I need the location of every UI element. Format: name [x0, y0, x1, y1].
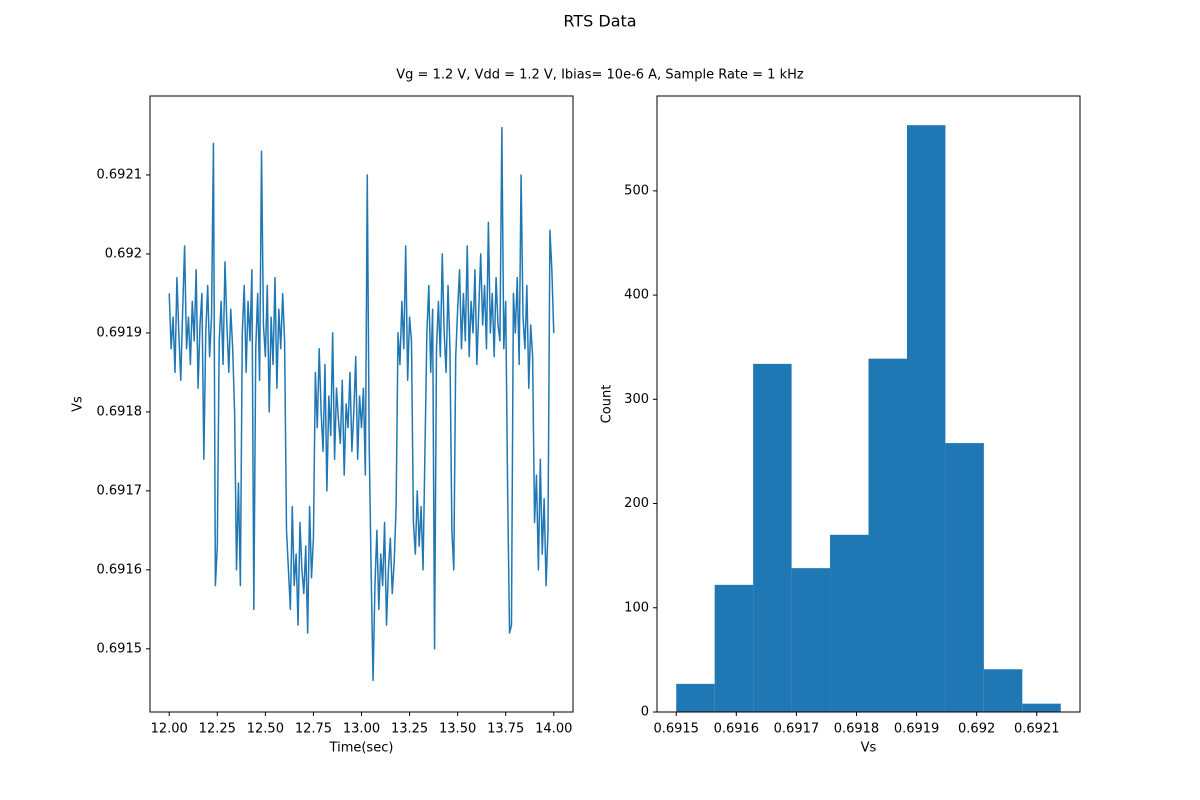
histogram-bar [676, 683, 715, 712]
x-tick-label: 12.00 [151, 722, 188, 737]
x-tick-label: 12.25 [199, 722, 236, 737]
y-tick-label: 0.6915 [97, 641, 143, 656]
y-tick-label: 0.6917 [97, 483, 143, 498]
x-tick-label: 13.25 [391, 722, 428, 737]
x-tick-label: 0.692 [958, 722, 995, 737]
x-tick-label: 12.75 [295, 722, 332, 737]
x-tick-label: 0.6915 [653, 722, 699, 737]
histogram-bar [945, 443, 984, 712]
x-tick-label: 13.75 [487, 722, 524, 737]
y-tick-label: 0.6919 [97, 325, 143, 340]
x-tick-label: 0.6919 [894, 722, 940, 737]
histogram-bar [753, 363, 792, 712]
x-tick-label: 0.6918 [834, 722, 880, 737]
y-tick-label: 0.6916 [97, 562, 143, 577]
axes-frame [656, 95, 1081, 713]
histogram-bar [714, 584, 754, 712]
histogram-bar [830, 534, 869, 712]
y-tick-label: 500 [624, 183, 649, 198]
x-axis-label: Vs [861, 741, 877, 756]
histogram-bar [868, 358, 907, 712]
figure-subtitle: Vg = 1.2 V, Vdd = 1.2 V, Ibias= 10e-6 A,… [396, 68, 804, 83]
y-tick-label: 200 [624, 496, 649, 511]
y-tick-label: 400 [624, 288, 649, 303]
x-tick-label: 0.6921 [1014, 722, 1060, 737]
y-tick-label: 0 [641, 705, 649, 720]
figure-title: RTS Data [563, 12, 636, 31]
histogram-bar [983, 669, 1023, 712]
x-tick-label: 12.50 [247, 722, 284, 737]
y-axis-label: Vs [71, 396, 86, 412]
x-tick-label: 13.00 [343, 722, 380, 737]
y-tick-label: 300 [624, 392, 649, 407]
histogram-bar [906, 125, 946, 712]
x-tick-label: 0.6917 [774, 722, 820, 737]
histogram-bar [791, 568, 831, 712]
y-tick-label: 0.6918 [97, 404, 143, 419]
histogram-bar [1022, 703, 1061, 712]
x-tick-label: 13.50 [439, 722, 476, 737]
data-line [168, 126, 555, 682]
x-tick-label: 14.00 [535, 722, 572, 737]
y-axis-label: Count [600, 385, 615, 424]
y-tick-label: 0.692 [105, 246, 142, 261]
x-tick-label: 0.6916 [714, 722, 760, 737]
y-tick-label: 0.6921 [97, 167, 143, 182]
x-axis-label: Time(sec) [329, 741, 394, 756]
y-tick-label: 100 [624, 600, 649, 615]
